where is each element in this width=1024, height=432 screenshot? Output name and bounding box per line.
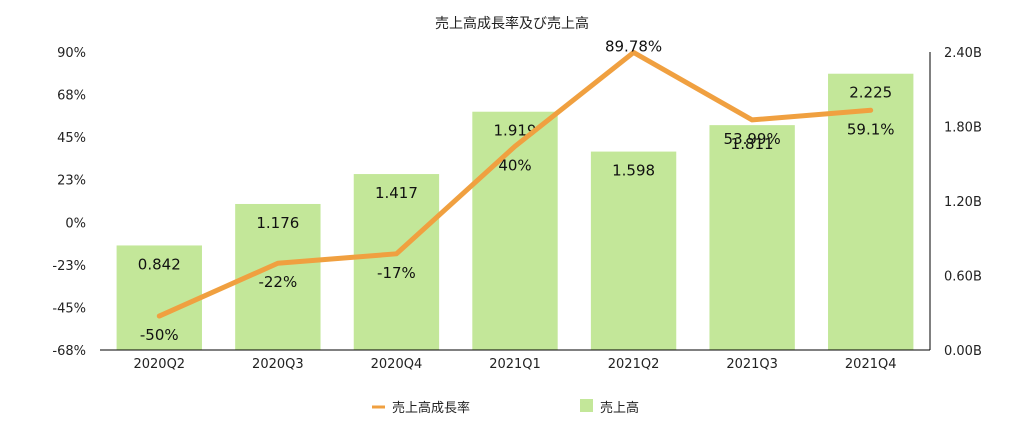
bar-value-label: 0.842 [138,255,181,273]
bar-value-label: 1.598 [612,162,655,180]
left-tick-label: 90% [57,46,86,61]
line-value-label: 89.78% [605,37,662,55]
x-tick-label: 2021Q4 [845,357,897,372]
legend-bar-swatch [580,399,593,412]
line-value-label: 53.99% [724,130,781,148]
x-tick-label: 2021Q3 [726,357,778,372]
bar-value-label: 1.417 [375,184,418,202]
right-tick-label: 1.80B [944,121,982,136]
growth-line [156,49,874,319]
bar [709,125,795,351]
x-tick-label: 2021Q2 [608,357,660,372]
line-value-label: -50% [140,326,179,344]
left-tick-label: -45% [52,301,86,316]
x-tick-label: 2020Q2 [133,357,185,372]
bar-value-label: 2.225 [849,84,892,102]
x-axis: 2020Q2 2020Q3 2020Q4 2021Q1 2021Q2 2021Q3 2021… [133,357,896,372]
bar-value-label: 1.811 [731,135,774,153]
right-axis: 2.40B 1.80B 1.20B 0.60B 0.00B [944,46,982,359]
legend-label-sales: 売上高 [600,400,639,416]
line-value-label: -22% [258,273,297,291]
left-axis: 90% 68% 45% 23% 0% -23% -45% -68% [52,46,86,359]
bar [590,151,677,350]
legend: 売上高成長率 売上高 [372,399,639,416]
left-tick-label: 68% [57,89,86,104]
line-series: -50% -22% -17% 40% 89.78% 53.99% 59.1% [140,37,895,344]
bar-value-label: 1.176 [256,214,299,232]
x-tick-label: 2021Q1 [489,357,541,372]
left-tick-label: 0% [65,216,86,231]
left-tick-label: 45% [57,131,86,146]
left-tick-label: -68% [52,344,86,359]
right-tick-label: 2.40B [944,46,982,61]
bar [116,245,202,350]
bar [353,174,440,350]
chart-title: 売上高成長率及び売上高 [435,15,589,32]
bar [472,111,558,350]
x-tick-label: 2020Q4 [371,357,423,372]
right-tick-label: 0.60B [944,270,982,285]
line-value-label: 40% [498,156,531,174]
bar [828,73,914,351]
x-tick-label: 2020Q3 [252,357,304,372]
right-tick-label: 1.20B [944,195,982,210]
legend-label-growth: 売上高成長率 [392,400,470,416]
line-value-label: 59.1% [847,120,895,138]
left-tick-label: 23% [57,174,86,189]
line-value-label: -17% [377,264,416,282]
axis-lines [100,52,931,351]
left-tick-label: -23% [52,259,86,274]
right-tick-label: 0.00B [944,344,982,359]
